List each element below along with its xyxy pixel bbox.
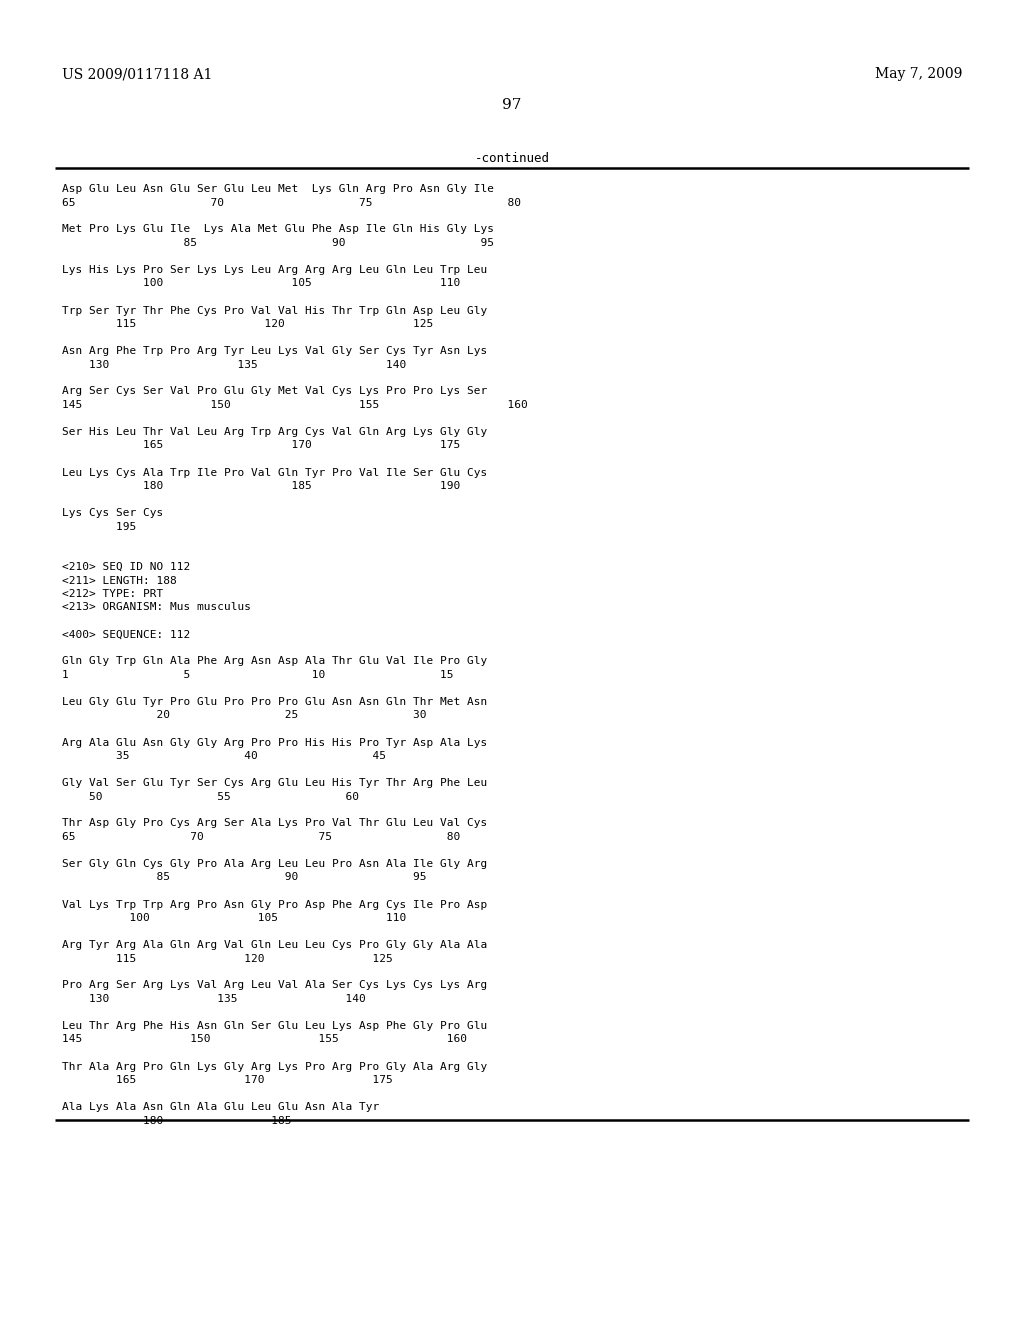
Text: 100                   105                   110: 100 105 110 [62, 279, 460, 289]
Text: 85                    90                    95: 85 90 95 [62, 238, 494, 248]
Text: Arg Ala Glu Asn Gly Gly Arg Pro Pro His His Pro Tyr Asp Ala Lys: Arg Ala Glu Asn Gly Gly Arg Pro Pro His … [62, 738, 487, 747]
Text: 85                 90                 95: 85 90 95 [62, 873, 427, 883]
Text: Lys His Lys Pro Ser Lys Lys Leu Arg Arg Arg Leu Gln Leu Trp Leu: Lys His Lys Pro Ser Lys Lys Leu Arg Arg … [62, 265, 487, 275]
Text: <400> SEQUENCE: 112: <400> SEQUENCE: 112 [62, 630, 190, 639]
Text: 145                   150                   155                   160: 145 150 155 160 [62, 400, 527, 411]
Text: 100                105                110: 100 105 110 [62, 913, 407, 923]
Text: Arg Tyr Arg Ala Gln Arg Val Gln Leu Leu Cys Pro Gly Gly Ala Ala: Arg Tyr Arg Ala Gln Arg Val Gln Leu Leu … [62, 940, 487, 950]
Text: 50                 55                 60: 50 55 60 [62, 792, 359, 801]
Text: 165                   170                   175: 165 170 175 [62, 441, 460, 450]
Text: Leu Lys Cys Ala Trp Ile Pro Val Gln Tyr Pro Val Ile Ser Glu Cys: Leu Lys Cys Ala Trp Ile Pro Val Gln Tyr … [62, 467, 487, 478]
Text: 130                   135                   140: 130 135 140 [62, 359, 407, 370]
Text: 130                135                140: 130 135 140 [62, 994, 366, 1005]
Text: 145                150                155                160: 145 150 155 160 [62, 1035, 467, 1044]
Text: 65                 70                 75                 80: 65 70 75 80 [62, 832, 460, 842]
Text: 65                    70                    75                    80: 65 70 75 80 [62, 198, 521, 207]
Text: Asp Glu Leu Asn Glu Ser Glu Leu Met  Lys Gln Arg Pro Asn Gly Ile: Asp Glu Leu Asn Glu Ser Glu Leu Met Lys … [62, 183, 494, 194]
Text: 35                 40                 45: 35 40 45 [62, 751, 386, 762]
Text: Ser Gly Gln Cys Gly Pro Ala Arg Leu Leu Pro Asn Ala Ile Gly Arg: Ser Gly Gln Cys Gly Pro Ala Arg Leu Leu … [62, 859, 487, 869]
Text: Leu Thr Arg Phe His Asn Gln Ser Glu Leu Lys Asp Phe Gly Pro Glu: Leu Thr Arg Phe His Asn Gln Ser Glu Leu … [62, 1020, 487, 1031]
Text: 195: 195 [62, 521, 136, 532]
Text: 180                185: 180 185 [62, 1115, 292, 1126]
Text: 165                170                175: 165 170 175 [62, 1074, 393, 1085]
Text: Leu Gly Glu Tyr Pro Glu Pro Pro Pro Glu Asn Asn Gln Thr Met Asn: Leu Gly Glu Tyr Pro Glu Pro Pro Pro Glu … [62, 697, 487, 708]
Text: Arg Ser Cys Ser Val Pro Glu Gly Met Val Cys Lys Pro Pro Lys Ser: Arg Ser Cys Ser Val Pro Glu Gly Met Val … [62, 387, 487, 396]
Text: Met Pro Lys Glu Ile  Lys Ala Met Glu Phe Asp Ile Gln His Gly Lys: Met Pro Lys Glu Ile Lys Ala Met Glu Phe … [62, 224, 494, 235]
Text: Val Lys Trp Trp Arg Pro Asn Gly Pro Asp Phe Arg Cys Ile Pro Asp: Val Lys Trp Trp Arg Pro Asn Gly Pro Asp … [62, 899, 487, 909]
Text: 97: 97 [503, 98, 521, 112]
Text: Trp Ser Tyr Thr Phe Cys Pro Val Val His Thr Trp Gln Asp Leu Gly: Trp Ser Tyr Thr Phe Cys Pro Val Val His … [62, 305, 487, 315]
Text: 115                120                125: 115 120 125 [62, 953, 393, 964]
Text: Ala Lys Ala Asn Gln Ala Glu Leu Glu Asn Ala Tyr: Ala Lys Ala Asn Gln Ala Glu Leu Glu Asn … [62, 1102, 379, 1111]
Text: <213> ORGANISM: Mus musculus: <213> ORGANISM: Mus musculus [62, 602, 251, 612]
Text: Gln Gly Trp Gln Ala Phe Arg Asn Asp Ala Thr Glu Val Ile Pro Gly: Gln Gly Trp Gln Ala Phe Arg Asn Asp Ala … [62, 656, 487, 667]
Text: 20                 25                 30: 20 25 30 [62, 710, 427, 721]
Text: <212> TYPE: PRT: <212> TYPE: PRT [62, 589, 163, 599]
Text: Gly Val Ser Glu Tyr Ser Cys Arg Glu Leu His Tyr Thr Arg Phe Leu: Gly Val Ser Glu Tyr Ser Cys Arg Glu Leu … [62, 777, 487, 788]
Text: Thr Ala Arg Pro Gln Lys Gly Arg Lys Pro Arg Pro Gly Ala Arg Gly: Thr Ala Arg Pro Gln Lys Gly Arg Lys Pro … [62, 1061, 487, 1072]
Text: Lys Cys Ser Cys: Lys Cys Ser Cys [62, 508, 163, 517]
Text: <211> LENGTH: 188: <211> LENGTH: 188 [62, 576, 177, 586]
Text: <210> SEQ ID NO 112: <210> SEQ ID NO 112 [62, 562, 190, 572]
Text: May 7, 2009: May 7, 2009 [874, 67, 962, 81]
Text: Pro Arg Ser Arg Lys Val Arg Leu Val Ala Ser Cys Lys Cys Lys Arg: Pro Arg Ser Arg Lys Val Arg Leu Val Ala … [62, 981, 487, 990]
Text: 1                 5                  10                 15: 1 5 10 15 [62, 671, 454, 680]
Text: Asn Arg Phe Trp Pro Arg Tyr Leu Lys Val Gly Ser Cys Tyr Asn Lys: Asn Arg Phe Trp Pro Arg Tyr Leu Lys Val … [62, 346, 487, 356]
Text: Thr Asp Gly Pro Cys Arg Ser Ala Lys Pro Val Thr Glu Leu Val Cys: Thr Asp Gly Pro Cys Arg Ser Ala Lys Pro … [62, 818, 487, 829]
Text: 115                   120                   125: 115 120 125 [62, 319, 433, 329]
Text: -continued: -continued [474, 152, 550, 165]
Text: US 2009/0117118 A1: US 2009/0117118 A1 [62, 67, 212, 81]
Text: Ser His Leu Thr Val Leu Arg Trp Arg Cys Val Gln Arg Lys Gly Gly: Ser His Leu Thr Val Leu Arg Trp Arg Cys … [62, 426, 487, 437]
Text: 180                   185                   190: 180 185 190 [62, 480, 460, 491]
